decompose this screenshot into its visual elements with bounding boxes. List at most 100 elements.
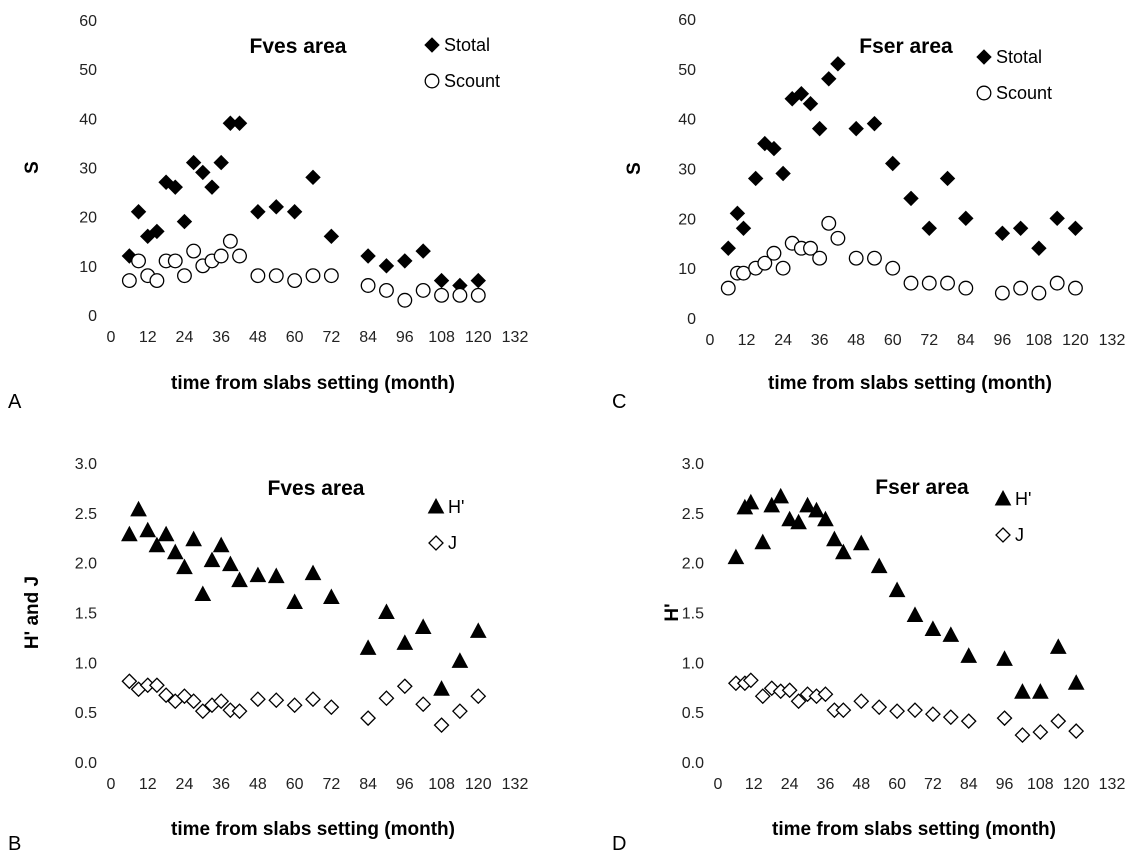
x-tick-label: 120 (1063, 776, 1090, 793)
data-point-scount (958, 280, 974, 296)
data-point-j (360, 710, 377, 727)
data-point-scount (149, 273, 165, 289)
data-point-stotal (378, 258, 395, 274)
data-point-j (249, 691, 266, 708)
data-point-j (158, 687, 175, 704)
data-point-hprime (203, 551, 221, 568)
data-point-hprime (249, 566, 267, 583)
data-point-stotal (470, 272, 486, 289)
y-tick-label: 1.0 (75, 655, 97, 672)
data-point-hprime (304, 564, 322, 581)
data-point-scount (434, 287, 449, 303)
data-point-hprime (942, 626, 960, 642)
y-tick-label: 2.5 (682, 506, 704, 523)
legend-marker (995, 527, 1011, 543)
data-point-stotal (958, 210, 974, 227)
data-point-hprime (451, 652, 469, 668)
x-tick-label: 96 (993, 332, 1011, 349)
data-point-hprime (754, 533, 772, 550)
y-tick-label: 0 (88, 308, 97, 325)
y-tick-label: 1.5 (682, 606, 704, 623)
data-point-stotal (130, 204, 147, 220)
data-point-hprime (996, 650, 1013, 666)
data-point-scount (177, 268, 192, 284)
y-tick-label: 0.5 (682, 705, 704, 722)
y-tick-label: 1.0 (682, 655, 704, 672)
data-point-scount (940, 275, 955, 291)
data-point-stotal (323, 228, 340, 245)
x-tick-label: 108 (1027, 776, 1054, 793)
data-point-hprime (870, 557, 888, 574)
data-point-j (835, 702, 852, 719)
data-point-scount (232, 248, 247, 264)
data-point-j (451, 703, 468, 720)
data-point-scount (121, 273, 137, 289)
data-point-stotal (415, 243, 431, 259)
legend-marker (424, 37, 440, 53)
data-point-scount (452, 287, 468, 303)
legend-label: Stotal (444, 35, 490, 55)
data-point-scount (848, 250, 864, 266)
x-tick-label: 0 (714, 776, 723, 793)
data-point-stotal (994, 225, 1011, 241)
data-point-hprime (924, 620, 942, 636)
data-point-scount (994, 285, 1010, 301)
data-point-hprime (1014, 683, 1031, 699)
y-tick-label: 1.5 (75, 606, 97, 623)
x-tick-label: 120 (465, 329, 492, 346)
data-point-j (231, 703, 248, 720)
data-point-hprime (396, 634, 414, 650)
data-point-hprime (121, 525, 138, 542)
data-point-j (194, 703, 211, 720)
x-tick-label: 132 (1099, 776, 1126, 793)
x-axis-title: time from slabs setting (month) (768, 373, 1052, 394)
data-point-scount (131, 253, 146, 269)
x-tick-label: 120 (1062, 332, 1089, 349)
data-point-stotal (885, 155, 901, 172)
data-point-stotal (830, 56, 846, 72)
data-point-stotal (185, 154, 202, 171)
data-point-j (305, 691, 321, 708)
y-tick-label: 50 (678, 62, 696, 79)
x-tick-label: 48 (249, 776, 267, 793)
data-point-hprime (359, 639, 377, 655)
chart-panel-b: 0.0 0.5 1.0 1.5 2.0 2.5 3.0 0 12 24 36 48 60 72 84 96 10… (8, 456, 528, 852)
x-tick-label: 36 (212, 329, 230, 346)
x-tick-label: 12 (745, 776, 763, 793)
data-point-j (470, 688, 487, 705)
panel-letter: D (612, 833, 626, 852)
data-point-hprime (148, 536, 166, 553)
data-point-hprime (772, 487, 790, 504)
x-tick-label: 96 (996, 776, 1014, 793)
x-tick-label: 24 (176, 776, 194, 793)
data-point-hprime (906, 606, 924, 622)
data-point-j (148, 677, 165, 694)
data-point-scount (867, 250, 882, 266)
data-point-stotal (811, 120, 828, 137)
data-point-stotal (149, 223, 165, 240)
data-point-j (924, 706, 941, 723)
data-point-stotal (903, 190, 919, 207)
data-point-scount (379, 282, 394, 298)
legend-label: Scount (996, 83, 1052, 103)
data-point-scount (821, 215, 837, 231)
data-point-j (286, 697, 303, 714)
y-axis-title: S (22, 161, 43, 174)
data-point-scount (812, 250, 828, 266)
data-point-stotal (204, 179, 220, 195)
data-point-stotal (1012, 220, 1029, 237)
data-point-j (1050, 713, 1067, 730)
data-point-stotal (176, 213, 193, 230)
x-tick-label: 84 (359, 776, 377, 793)
data-point-scount (1049, 275, 1065, 291)
data-point-hprime (763, 496, 781, 513)
data-point-hprime (185, 530, 202, 547)
data-point-j (871, 699, 888, 716)
x-tick-label: 60 (286, 329, 304, 346)
x-tick-label: 60 (286, 776, 304, 793)
data-point-stotal (921, 220, 937, 237)
data-point-hprime (166, 543, 184, 560)
data-point-j (817, 686, 834, 703)
x-tick-label: 0 (107, 776, 116, 793)
x-tick-label: 84 (359, 329, 377, 346)
